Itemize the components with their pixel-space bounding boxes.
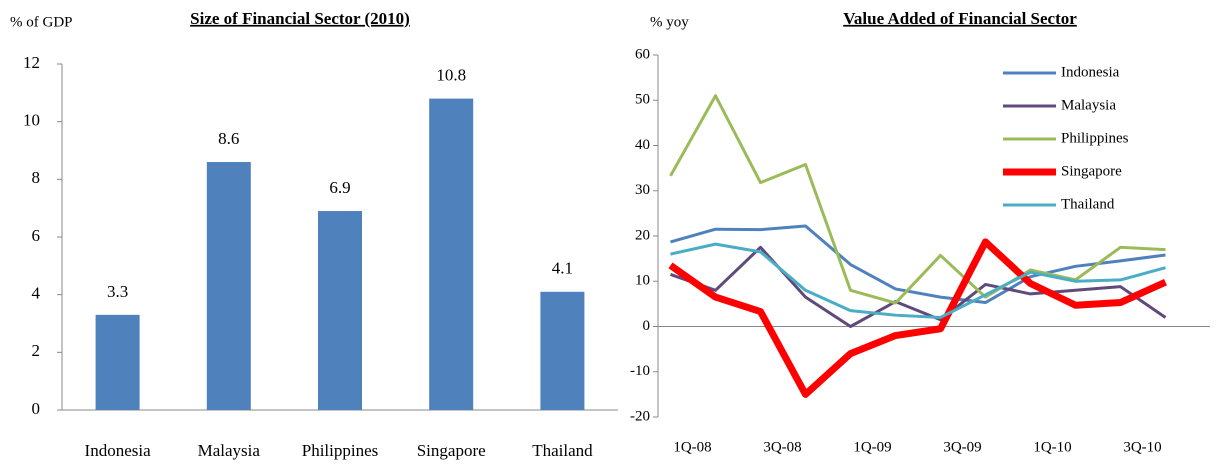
series-line	[670, 242, 1166, 319]
x-tick-label: Thailand	[532, 441, 593, 460]
bar	[206, 162, 251, 410]
chart-title: Size of Financial Sector (2010)	[190, 9, 410, 28]
data-label: 6.9	[329, 178, 350, 197]
data-label: 3.3	[107, 282, 128, 301]
x-tick-label: Malaysia	[198, 441, 261, 460]
y-tick-label: 0	[643, 318, 651, 334]
y-tick-label: 8	[32, 168, 41, 187]
bar	[429, 98, 474, 410]
data-label: 10.8	[436, 66, 466, 85]
y-tick-label: 0	[32, 399, 41, 418]
series-line	[668, 238, 1167, 398]
y-tick-label: 10	[635, 273, 650, 289]
x-tick-label: 1Q-10	[1033, 439, 1071, 455]
y-tick-label: 50	[635, 92, 650, 108]
x-tick-label: 1Q-08	[673, 439, 711, 455]
bar	[540, 291, 585, 410]
x-tick-label: 1Q-09	[853, 439, 891, 455]
series-line	[669, 94, 1166, 305]
x-tick-label: 3Q-09	[943, 439, 981, 455]
y-axis-label: % of GDP	[10, 14, 73, 30]
chart-title: Value Added of Financial Sector	[843, 9, 1077, 28]
legend-label: Indonesia	[1061, 64, 1120, 80]
bar	[318, 211, 362, 410]
y-tick-label: 4	[32, 284, 41, 303]
legend-label: Thailand	[1061, 196, 1115, 212]
y-tick-label: -10	[630, 363, 650, 379]
y-tick-label: -20	[630, 408, 650, 424]
y-tick-label: 6	[32, 226, 41, 245]
x-tick-label: Philippines	[302, 441, 379, 460]
data-label: 8.6	[218, 129, 239, 148]
y-tick-label: 20	[635, 227, 650, 243]
y-tick-label: 10	[23, 111, 40, 130]
y-tick-label: 12	[23, 53, 40, 72]
y-tick-label: 2	[32, 341, 41, 360]
x-tick-label: 3Q-10	[1123, 439, 1161, 455]
bar	[95, 314, 140, 410]
x-tick-label: Indonesia	[85, 441, 152, 460]
x-tick-label: 3Q-08	[763, 439, 801, 455]
data-label: 4.1	[552, 259, 573, 278]
y-tick-label: 30	[635, 182, 650, 198]
y-tick-label: 40	[635, 137, 650, 153]
y-tick-label: 60	[635, 46, 650, 62]
series-line	[670, 224, 1166, 305]
x-tick-label: Singapore	[417, 441, 486, 460]
series-line	[670, 245, 1167, 328]
legend-label: Malaysia	[1061, 97, 1116, 113]
legend-label: Philippines	[1061, 130, 1129, 146]
legend-label: Singapore	[1061, 163, 1122, 179]
y-axis-label: % yoy	[650, 14, 689, 30]
